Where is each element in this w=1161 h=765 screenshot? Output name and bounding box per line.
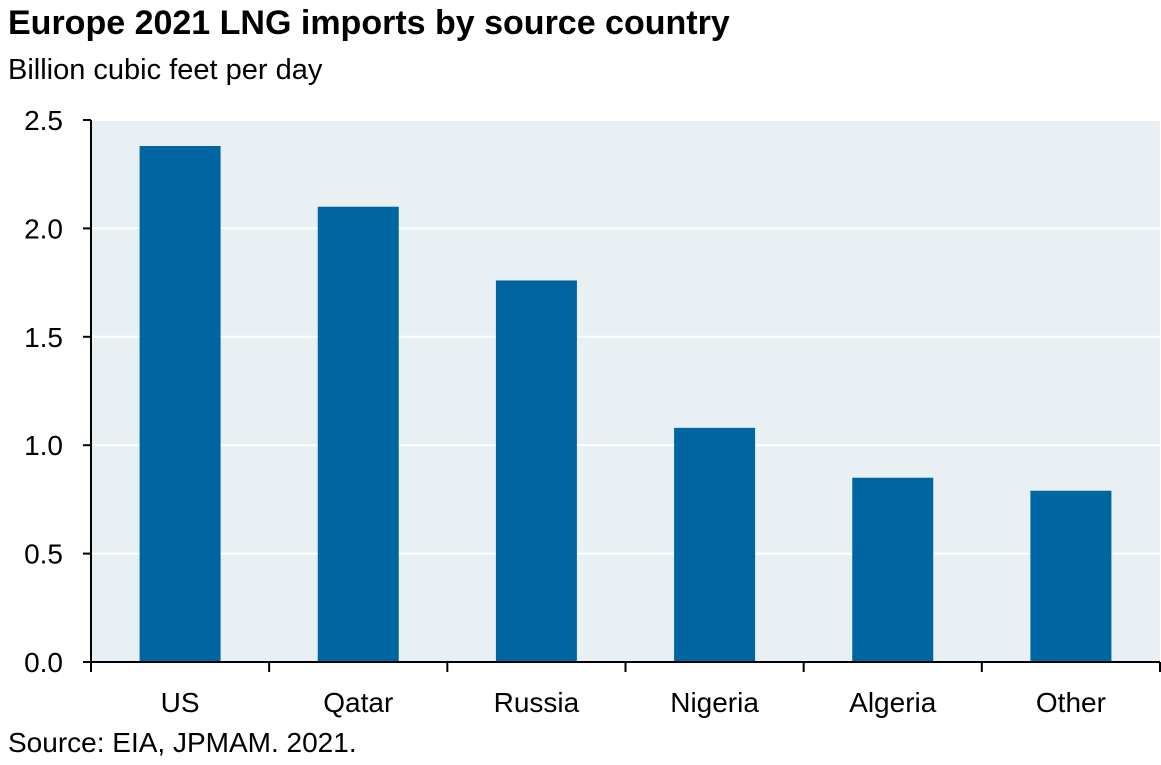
y-tick-label: 1.0 [24, 430, 63, 461]
plot-background [91, 120, 1160, 662]
x-tick-labels: US Qatar Russia Nigeria Algeria Other [161, 687, 1106, 718]
x-tick-label: Other [1036, 687, 1106, 718]
bar [852, 477, 934, 662]
x-tick-label: Nigeria [670, 687, 759, 718]
y-tick-label: 2.0 [24, 213, 63, 244]
gridlines [91, 119, 1160, 555]
bars [139, 146, 1112, 663]
source-note: Source: EIA, JPMAM. 2021. [8, 727, 357, 758]
x-tick-label: Qatar [323, 687, 393, 718]
x-tick-label: Algeria [849, 687, 937, 718]
axes [83, 119, 1161, 672]
x-tick-label: Russia [494, 687, 580, 718]
bar [1030, 490, 1112, 662]
bar [139, 146, 221, 663]
bar [674, 427, 756, 662]
chart-title: Europe 2021 LNG imports by source countr… [8, 4, 730, 42]
y-tick-label: 0.0 [24, 647, 63, 678]
y-tick-label: 0.5 [24, 539, 63, 570]
y-tick-label: 1.5 [24, 322, 63, 353]
y-tick-labels: 0.0 0.5 1.0 1.5 2.0 2.5 [24, 105, 63, 678]
x-tick-label: US [161, 687, 200, 718]
y-tick-label: 2.5 [24, 105, 63, 136]
bar [317, 206, 399, 662]
chart-subtitle: Billion cubic feet per day [8, 54, 323, 86]
bar [495, 280, 577, 662]
